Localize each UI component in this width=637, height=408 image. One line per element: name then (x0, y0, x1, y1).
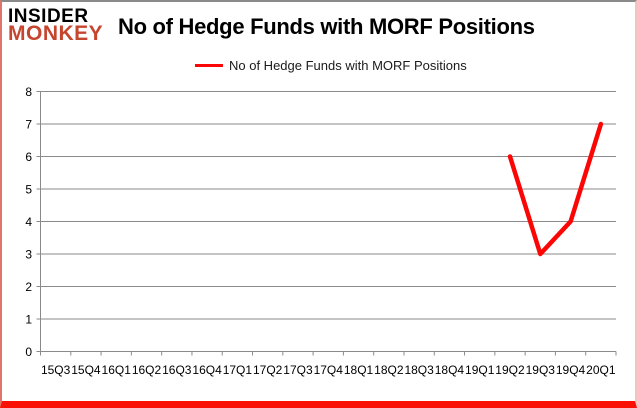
x-tick-label: 15Q3 (41, 363, 71, 377)
legend: No of Hedge Funds with MORF Positions (195, 58, 467, 73)
x-tick-label: 16Q2 (132, 363, 162, 377)
x-tick-label: 17Q2 (253, 363, 283, 377)
x-tick-label: 18Q2 (374, 363, 404, 377)
y-tick-label: 1 (25, 313, 32, 327)
logo-line1: INSIDER (8, 6, 89, 27)
y-tick-label: 7 (25, 118, 32, 132)
x-tick-label: 19Q4 (556, 363, 586, 377)
x-tick-label: 17Q4 (314, 363, 344, 377)
y-tick-label: 6 (25, 150, 32, 164)
insider-monkey-logo: INSIDER MONKEY (8, 6, 104, 45)
x-tick-label: 18Q1 (344, 363, 374, 377)
legend-line-swatch (195, 64, 223, 67)
legend-label: No of Hedge Funds with MORF Positions (229, 58, 467, 73)
y-tick-label: 2 (25, 280, 32, 294)
chart-title: No of Hedge Funds with MORF Positions (118, 14, 535, 39)
x-tick-label: 17Q1 (223, 363, 253, 377)
y-tick-label: 4 (25, 215, 32, 229)
y-tick-label: 8 (25, 85, 32, 99)
y-tick-label: 0 (25, 345, 32, 359)
x-tick-label: 19Q3 (526, 363, 556, 377)
x-tick-label: 16Q1 (102, 363, 132, 377)
logo-line2: MONKEY (8, 22, 104, 45)
x-tick-label: 17Q3 (283, 363, 313, 377)
x-tick-label: 15Q4 (71, 363, 101, 377)
data-line (507, 121, 604, 257)
x-tick-label: 16Q4 (192, 363, 222, 377)
x-tick-label: 20Q1 (586, 363, 616, 377)
x-tick-label: 18Q3 (404, 363, 434, 377)
x-tick-label: 18Q4 (435, 363, 465, 377)
y-tick-label: 3 (25, 248, 32, 262)
x-tick-label: 19Q1 (465, 363, 495, 377)
x-tick-label: 19Q2 (495, 363, 525, 377)
x-tick-label: 16Q3 (162, 363, 192, 377)
y-tick-label: 5 (25, 183, 32, 197)
